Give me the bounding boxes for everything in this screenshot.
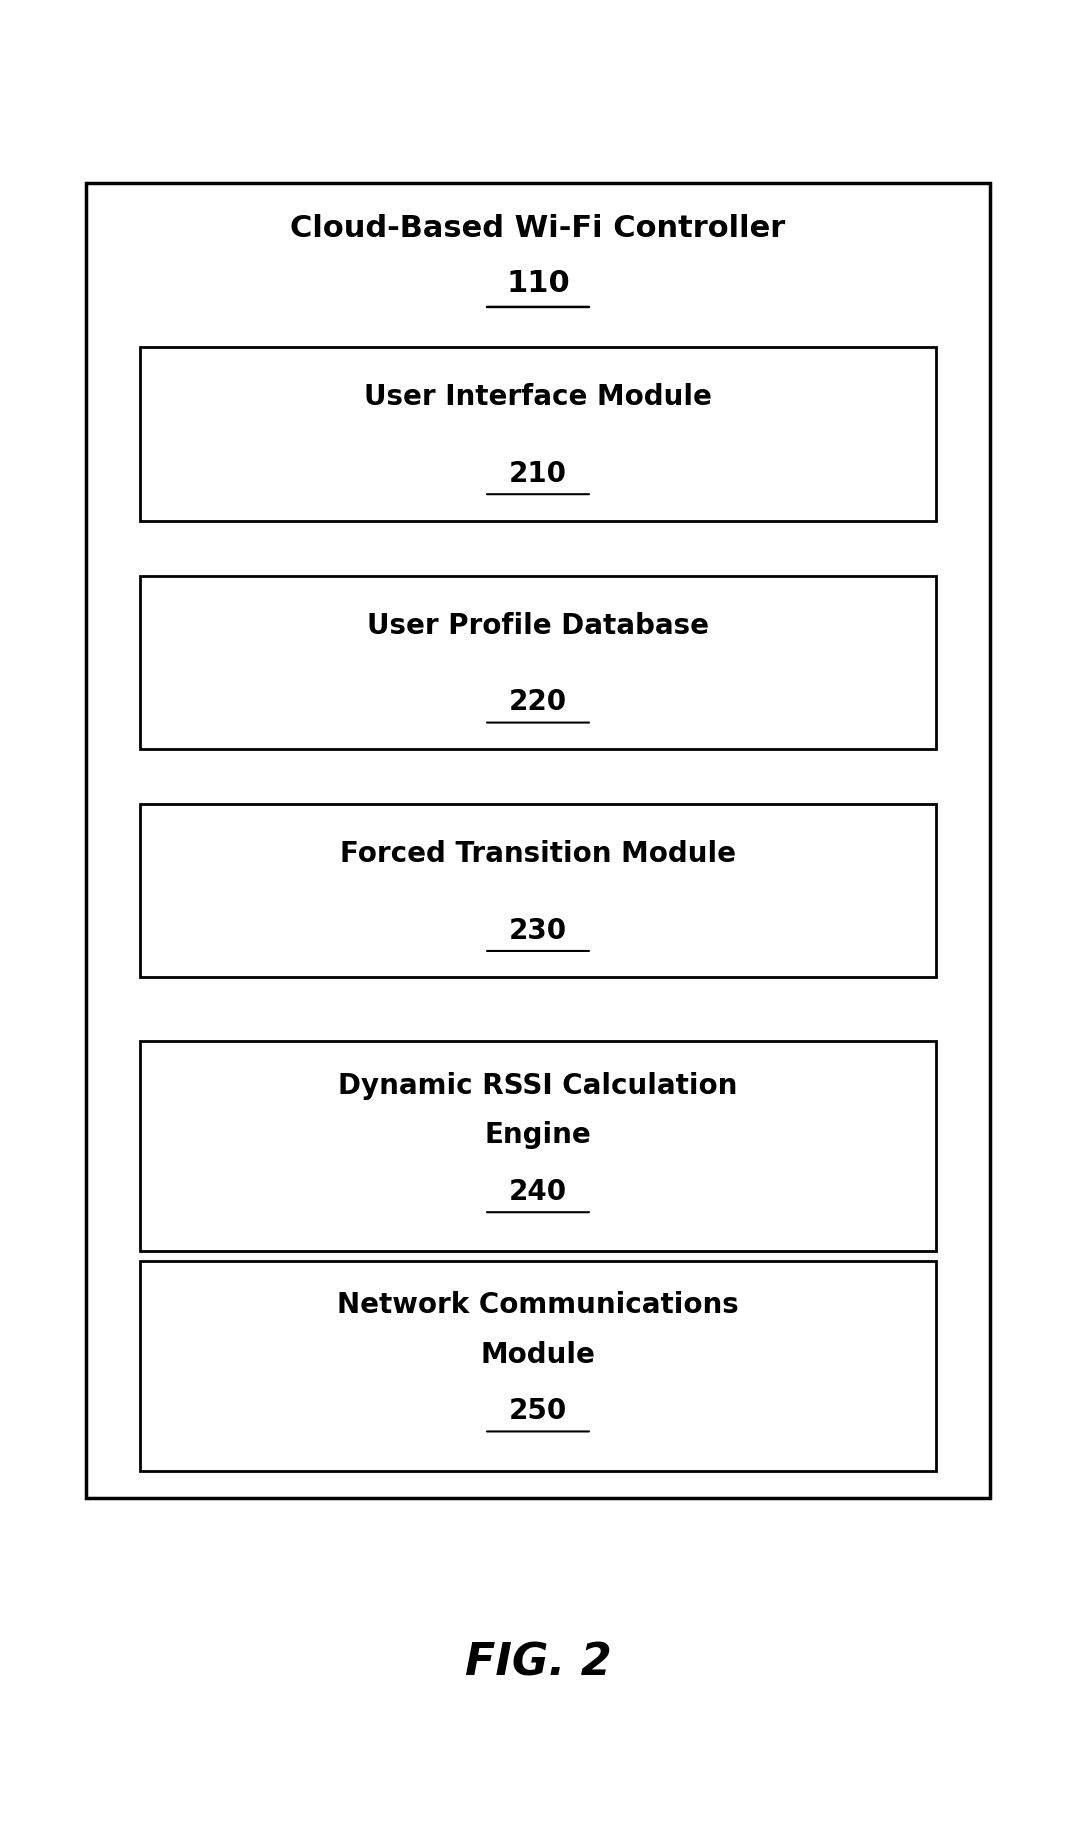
Text: Forced Transition Module: Forced Transition Module xyxy=(340,840,736,868)
Text: Cloud-Based Wi-Fi Controller: Cloud-Based Wi-Fi Controller xyxy=(291,214,785,243)
Text: Dynamic RSSI Calculation: Dynamic RSSI Calculation xyxy=(338,1072,738,1100)
Text: Module: Module xyxy=(481,1341,595,1368)
Text: FIG. 2: FIG. 2 xyxy=(465,1641,611,1684)
Text: 240: 240 xyxy=(509,1178,567,1206)
Text: 230: 230 xyxy=(509,917,567,945)
FancyBboxPatch shape xyxy=(140,1261,936,1471)
Text: 220: 220 xyxy=(509,689,567,716)
FancyBboxPatch shape xyxy=(140,1041,936,1251)
FancyBboxPatch shape xyxy=(140,576,936,749)
Text: User Profile Database: User Profile Database xyxy=(367,612,709,639)
FancyBboxPatch shape xyxy=(140,804,936,977)
FancyBboxPatch shape xyxy=(86,183,990,1498)
Text: Network Communications: Network Communications xyxy=(337,1292,739,1319)
Text: 250: 250 xyxy=(509,1398,567,1425)
Text: 110: 110 xyxy=(506,269,570,298)
Text: 210: 210 xyxy=(509,460,567,488)
Text: User Interface Module: User Interface Module xyxy=(364,384,712,411)
Text: Engine: Engine xyxy=(484,1122,592,1149)
FancyBboxPatch shape xyxy=(140,347,936,521)
